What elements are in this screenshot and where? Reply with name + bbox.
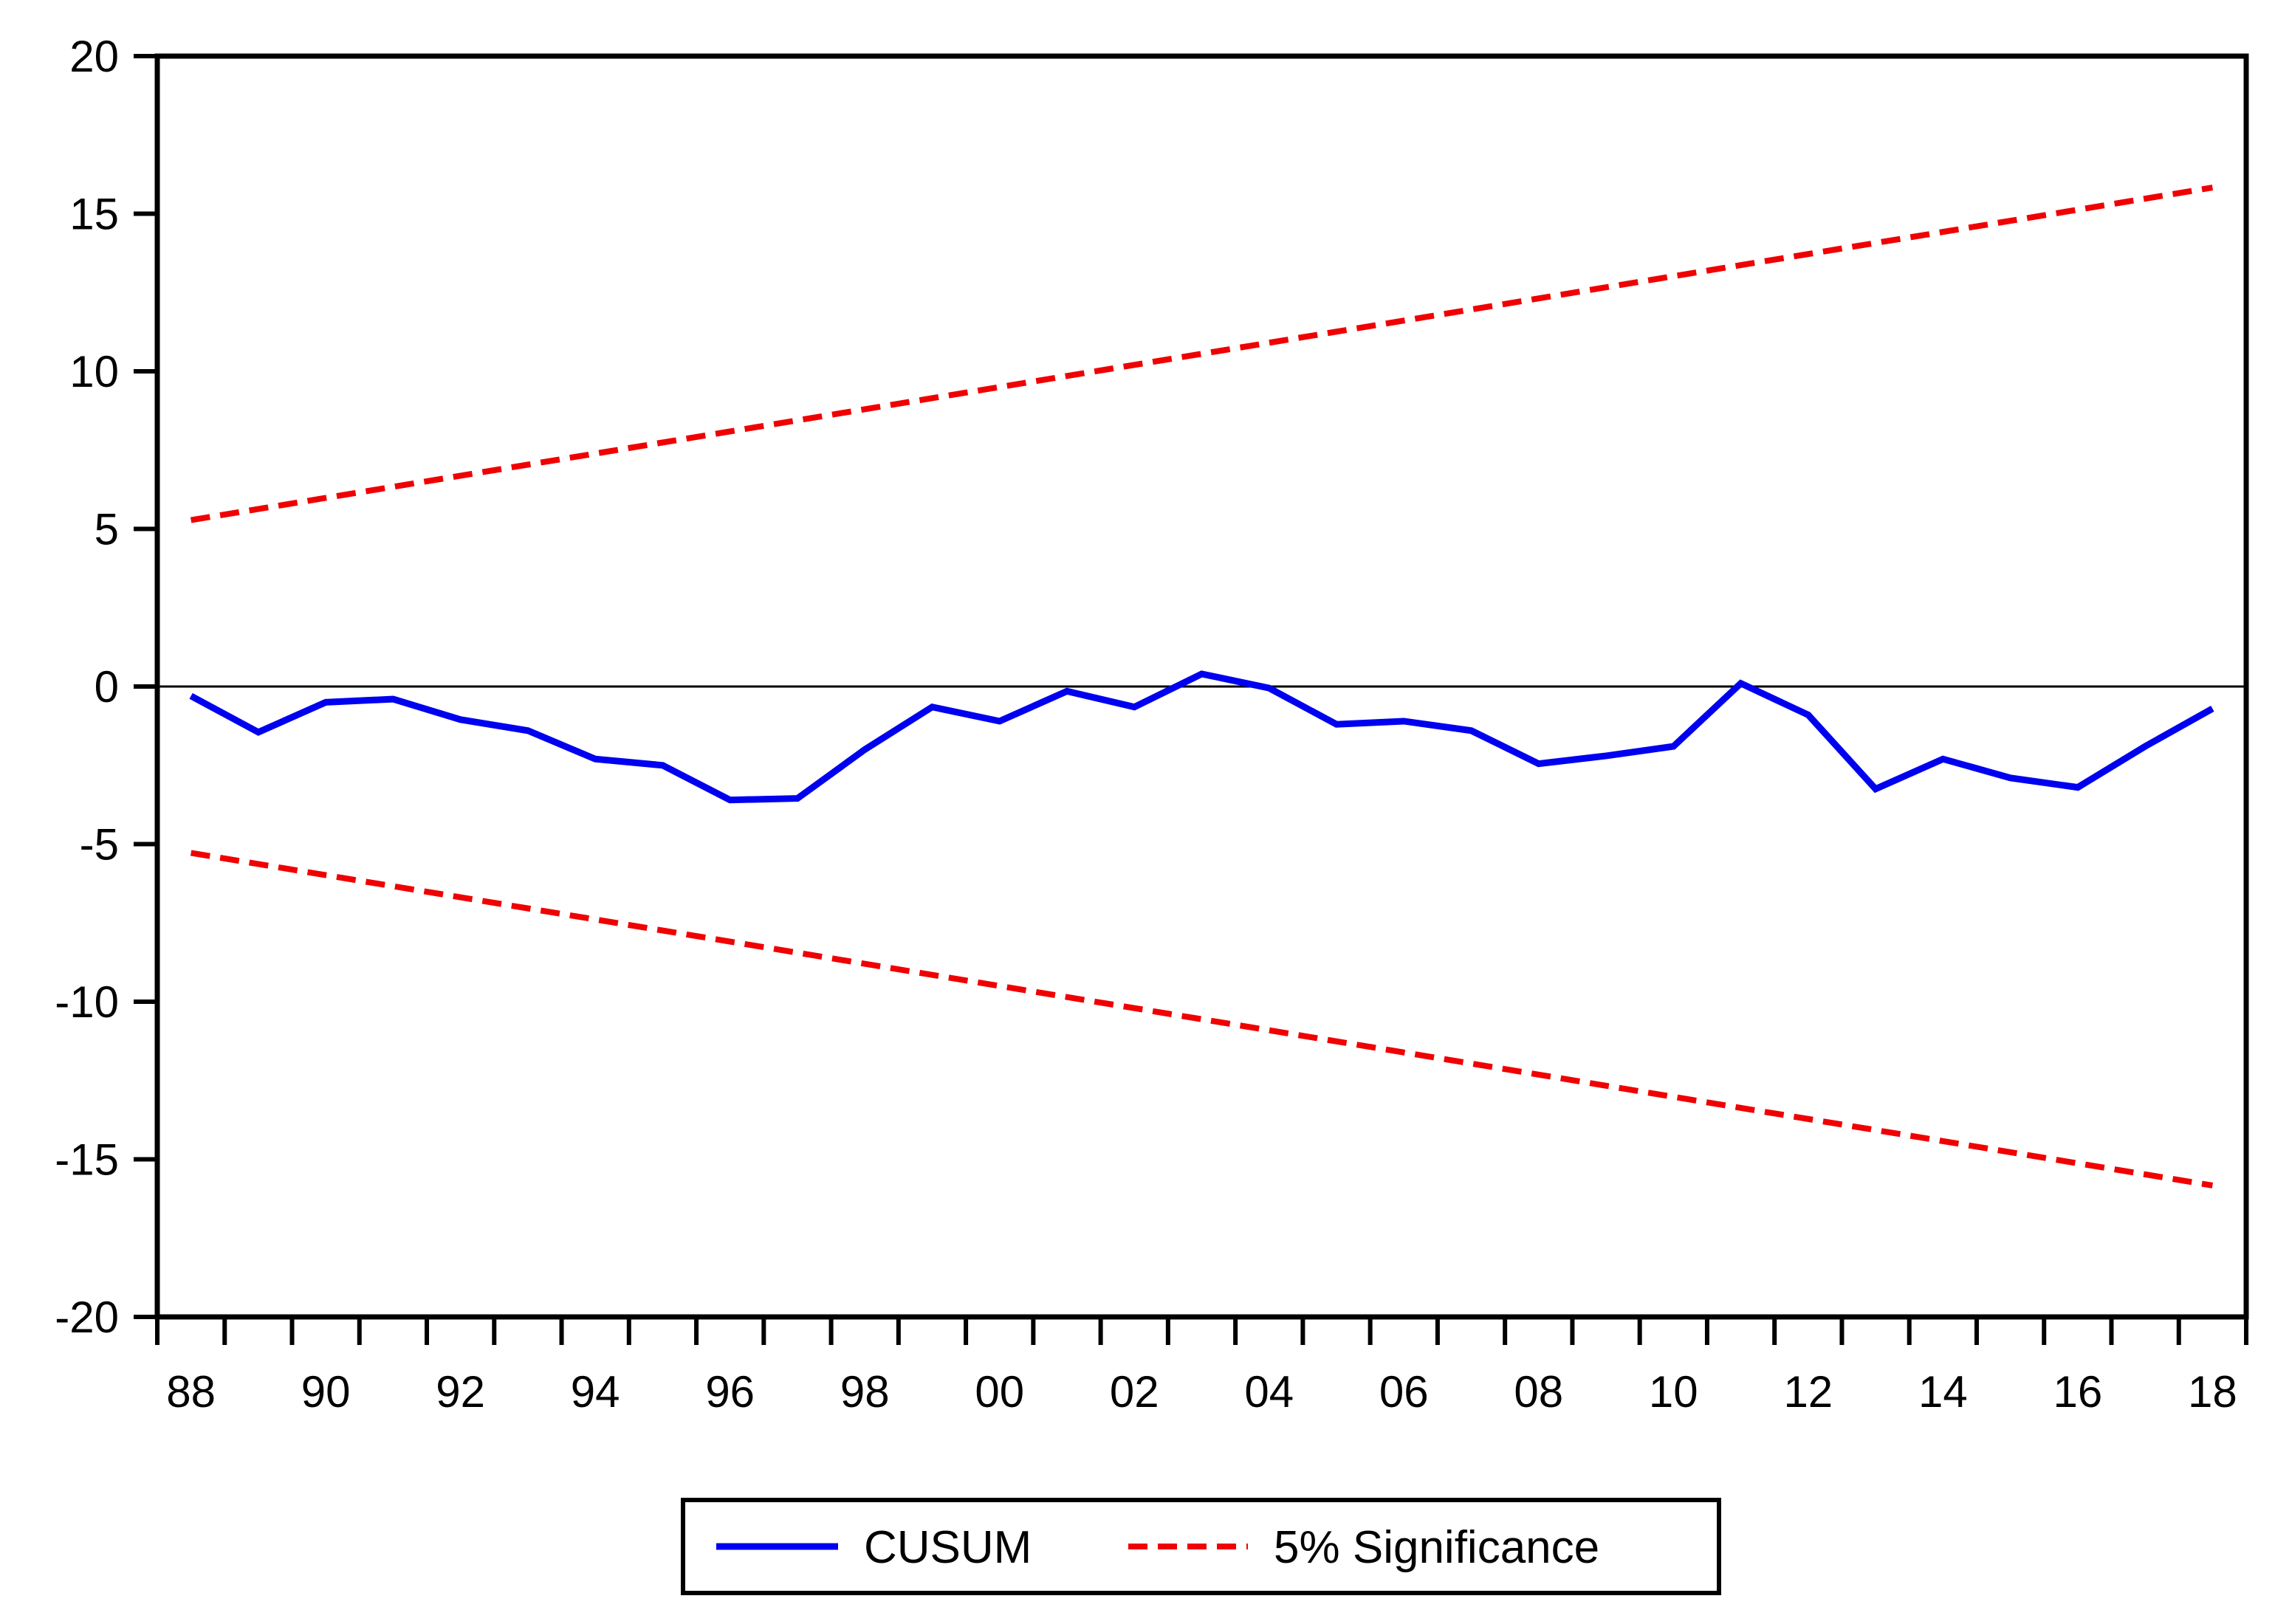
x-axis-tick-label: 06 (1379, 1367, 1429, 1417)
x-axis-tick-label: 92 (436, 1367, 485, 1417)
x-axis-tick-label: 10 (1649, 1367, 1698, 1417)
x-axis-tick-label: 02 (1110, 1367, 1159, 1417)
x-axis-tick-label: 08 (1514, 1367, 1563, 1417)
y-axis-tick-label: 15 (69, 190, 119, 239)
x-axis-tick-label: 14 (1918, 1367, 1968, 1417)
legend-label-cusum: CUSUM (864, 1522, 1032, 1573)
x-axis-tick-label: 90 (301, 1367, 351, 1417)
x-axis-tick-label: 04 (1244, 1367, 1294, 1417)
cusum-line (189, 670, 2214, 804)
y-axis-tick-label: -5 (80, 820, 119, 870)
y-axis-tick-label: -20 (55, 1293, 119, 1342)
x-axis-tick-label: 18 (2188, 1367, 2237, 1417)
significance-lower-line (190, 850, 2214, 1188)
x-axis-tick-label: 98 (840, 1367, 890, 1417)
y-axis-tick-label: -10 (55, 977, 119, 1027)
legend-label-significance: 5% Significance (1274, 1522, 1599, 1573)
x-axis-tick-label: 88 (166, 1367, 216, 1417)
y-axis-tick-label: 0 (95, 662, 119, 712)
x-axis-tick-label: 96 (705, 1367, 755, 1417)
x-axis-tick-label: 00 (975, 1367, 1024, 1417)
significance-upper-line (190, 185, 2214, 523)
x-axis-tick-label: 12 (1783, 1367, 1833, 1417)
y-axis-tick-label: 20 (69, 32, 119, 81)
x-axis-tick-label: 16 (2053, 1367, 2102, 1417)
x-axis-tick-label: 94 (571, 1367, 620, 1417)
y-axis-tick-label: -15 (55, 1135, 119, 1185)
y-axis-tick-label: 10 (69, 347, 119, 396)
y-axis-tick-label: 5 (95, 505, 119, 554)
